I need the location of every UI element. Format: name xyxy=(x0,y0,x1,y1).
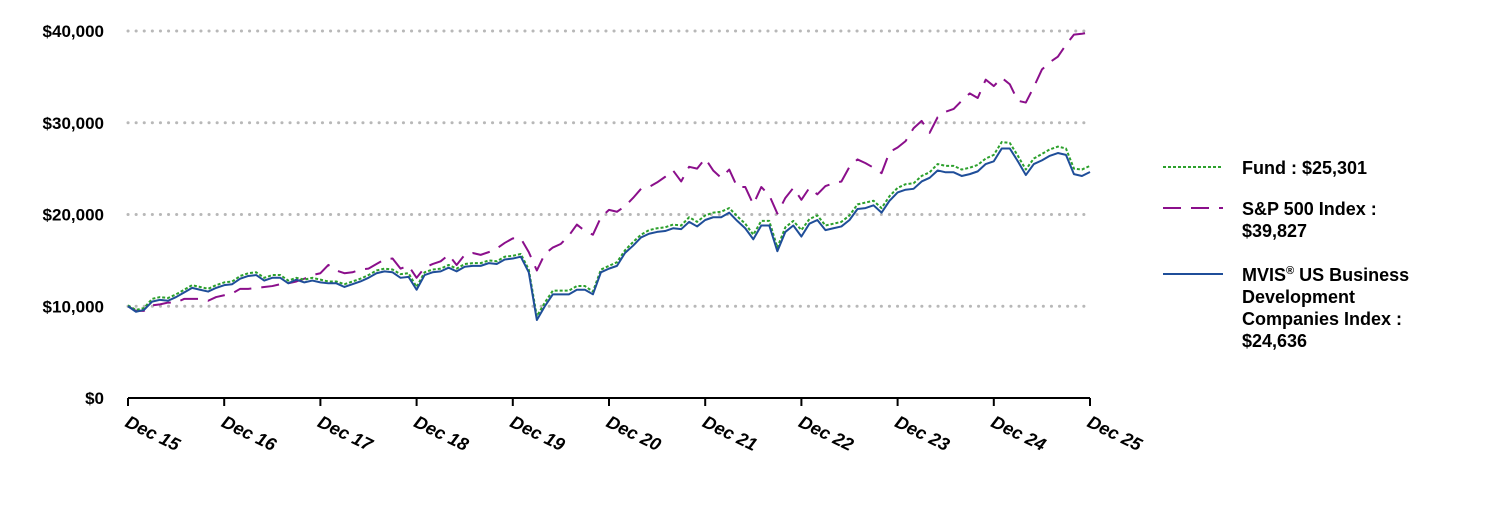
gridlines xyxy=(126,29,1092,308)
legend: Fund : $25,301 S&P 500 Index :$39,827 MVIS… xyxy=(1163,158,1409,351)
x-tick-label: Dec 25 xyxy=(1084,412,1146,456)
x-tick-label: Dec 19 xyxy=(507,412,568,455)
legend-label: MVIS® US Business xyxy=(1242,265,1409,285)
x-tick-label: Dec 21 xyxy=(699,412,760,455)
legend-label: S&P 500 Index : xyxy=(1242,199,1377,219)
x-tick-label: Dec 15 xyxy=(122,412,184,456)
y-tick-label: $10,000 xyxy=(43,297,104,316)
x-tick-label: Dec 23 xyxy=(892,412,953,455)
x-tick-label: Dec 18 xyxy=(411,412,472,455)
series-line-mvis xyxy=(127,147,1091,322)
axes xyxy=(127,397,1091,406)
legend-label: $39,827 xyxy=(1242,221,1307,241)
y-axis-tick-labels: $0 $10,000 $20,000 $30,000 $40,000 xyxy=(43,22,104,408)
x-tick-label: Dec 22 xyxy=(796,412,857,455)
legend-label: $24,636 xyxy=(1242,331,1307,351)
x-tick-label: Dec 20 xyxy=(603,412,664,455)
x-axis-tick-labels: Dec 15 Dec 16 Dec 17 Dec 18 Dec 19 Dec 20 Dec … xyxy=(122,412,1146,456)
legend-label: Development xyxy=(1242,287,1355,307)
y-tick-label: $20,000 xyxy=(43,206,104,225)
y-tick-label: $0 xyxy=(85,389,104,408)
legend-entry-fund: Fund : $25,301 xyxy=(1163,158,1367,178)
series-line-fund xyxy=(127,141,1091,318)
legend-entry-sp500: S&P 500 Index :$39,827 xyxy=(1163,199,1377,241)
legend-label: Fund : $25,301 xyxy=(1242,158,1367,178)
x-tick-label: Dec 16 xyxy=(218,412,280,456)
y-tick-label: $40,000 xyxy=(43,22,104,41)
y-tick-label: $30,000 xyxy=(43,114,104,133)
legend-label: Companies Index : xyxy=(1242,309,1402,329)
series-lines xyxy=(127,31,1091,322)
series-line-sp500 xyxy=(127,31,1091,312)
x-tick-label: Dec 17 xyxy=(315,412,377,456)
x-tick-label: Dec 24 xyxy=(988,412,1049,455)
